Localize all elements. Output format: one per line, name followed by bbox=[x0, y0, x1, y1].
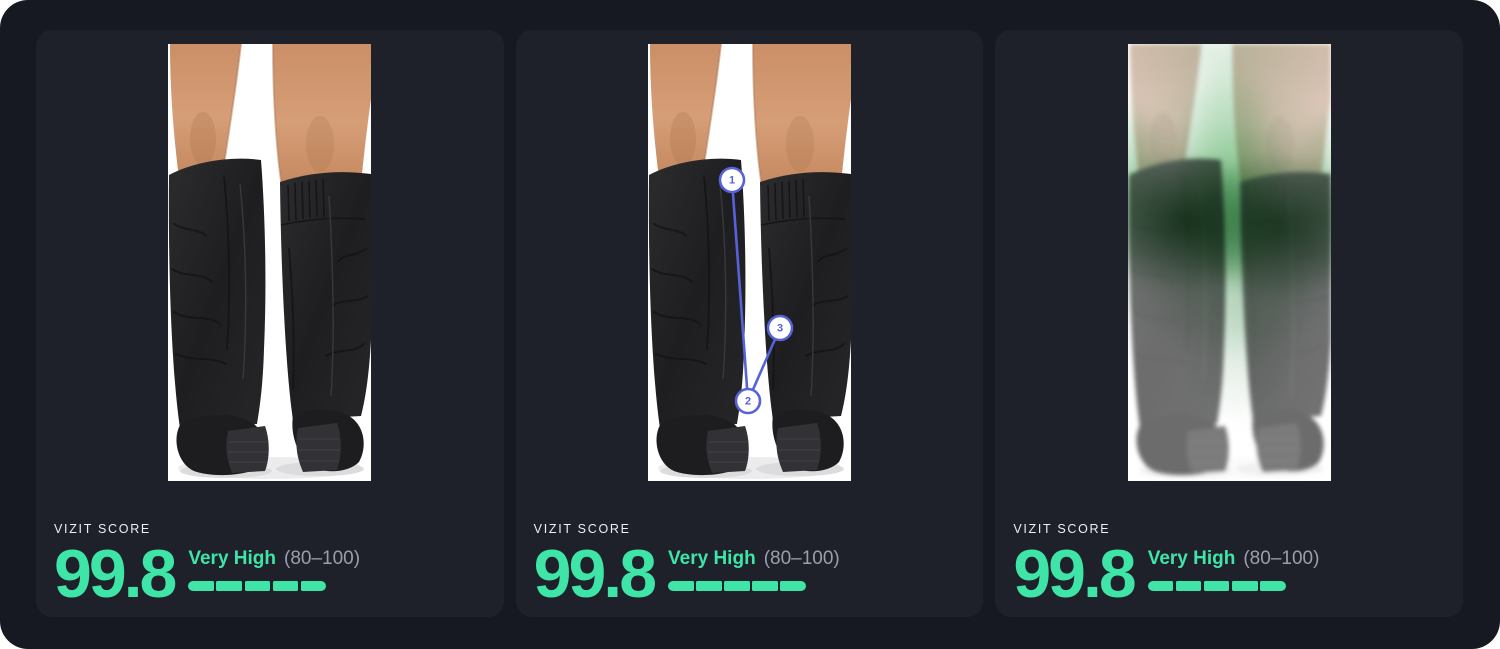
score-value: 99.8 bbox=[1013, 536, 1136, 612]
score-bar-segment bbox=[1231, 581, 1258, 591]
score-bar-segment bbox=[696, 581, 722, 591]
score-bar-segment bbox=[1260, 581, 1286, 591]
score-card-heatmap: VIZIT SCORE 99.8 Very High (80–100) bbox=[995, 30, 1464, 617]
score-bar bbox=[188, 581, 327, 591]
svg-text:3: 3 bbox=[777, 323, 783, 335]
score-bar-segment bbox=[244, 581, 271, 591]
svg-text:1: 1 bbox=[729, 175, 735, 187]
score-bar-segment bbox=[300, 581, 327, 591]
product-image-original bbox=[168, 44, 372, 481]
score-block: VIZIT SCORE 99.8 Very High (80–100) bbox=[36, 522, 504, 612]
score-bar-segment bbox=[1175, 581, 1202, 591]
score-card-original: VIZIT SCORE 99.8 Very High (80–100) bbox=[36, 30, 504, 617]
score-bar-segment bbox=[1147, 581, 1174, 591]
keypoint-marker-3: 3 bbox=[766, 314, 794, 342]
score-bar-segment bbox=[216, 581, 243, 591]
score-rating: Very High bbox=[668, 548, 756, 569]
keypoint-marker-1: 1 bbox=[718, 166, 746, 194]
score-bar bbox=[1147, 581, 1286, 591]
score-label: VIZIT SCORE bbox=[1013, 522, 1111, 536]
svg-text:2: 2 bbox=[745, 396, 751, 408]
keypoint-marker-2: 2 bbox=[734, 387, 762, 415]
product-image-keypoints: 1 2 3 bbox=[648, 44, 851, 481]
score-bar-segment bbox=[668, 581, 694, 591]
score-range: (80–100) bbox=[1243, 548, 1320, 569]
score-value: 99.8 bbox=[533, 536, 657, 612]
score-bar-segment bbox=[752, 581, 778, 591]
score-block: VIZIT SCORE 99.8 Very High (80–100) bbox=[995, 522, 1463, 612]
score-bar-segment bbox=[272, 581, 299, 591]
score-value: 99.8 bbox=[54, 536, 177, 612]
score-bar-segment bbox=[780, 581, 806, 591]
score-range: (80–100) bbox=[284, 548, 361, 569]
keypoint-connector-line bbox=[730, 179, 750, 402]
product-image-heatmap bbox=[1127, 44, 1331, 481]
score-range: (80–100) bbox=[763, 548, 840, 569]
score-label: VIZIT SCORE bbox=[54, 522, 151, 536]
score-rating: Very High bbox=[1147, 548, 1236, 569]
score-bar bbox=[668, 581, 806, 591]
score-label: VIZIT SCORE bbox=[533, 522, 631, 536]
keypoints-overlay: 1 2 3 bbox=[718, 166, 794, 415]
score-rating: Very High bbox=[188, 548, 277, 569]
score-bar-segment bbox=[724, 581, 750, 591]
boots-product-image bbox=[1127, 44, 1331, 481]
score-card-keypoints: 1 2 3 VIZIT SCORE 99.8 Very High (80–100) bbox=[515, 30, 984, 617]
boots-product-image bbox=[168, 44, 372, 481]
score-bar-segment bbox=[188, 581, 214, 591]
score-block: VIZIT SCORE 99.8 Very High (80–100) bbox=[516, 522, 984, 612]
score-bar-segment bbox=[1203, 581, 1230, 591]
